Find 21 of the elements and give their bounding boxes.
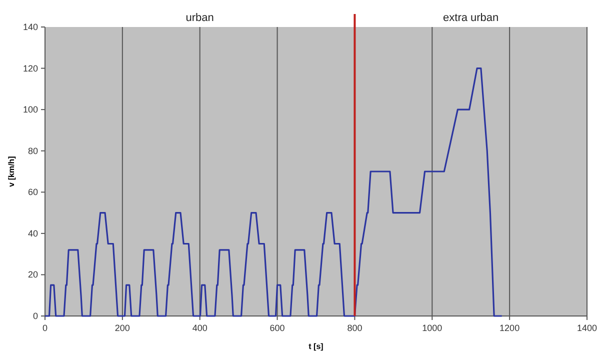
x-axis-title: t [s]: [308, 342, 324, 351]
x-tick-label: 1400: [576, 323, 598, 333]
x-tick-label: 400: [192, 323, 208, 333]
y-tick-label: 60: [28, 187, 38, 198]
y-axis-title: v [km/h]: [7, 156, 16, 187]
y-tick-label: 20: [28, 270, 38, 280]
line-series: [44, 67, 503, 317]
y-tick-label: 0: [32, 311, 38, 321]
text: extra urban: [443, 12, 499, 24]
x-tick-label: 600: [270, 323, 285, 333]
y-tick-label: 40: [28, 228, 38, 238]
x-tick-label: 800: [347, 323, 362, 333]
x-tick-label: 1200: [500, 323, 520, 333]
y-tick-label: 140: [22, 22, 38, 32]
x-tick-label: 0: [42, 323, 48, 333]
y-tick-label: 120: [22, 63, 38, 74]
x-tick-label: 200: [114, 323, 130, 333]
x-tick-label: 1000: [422, 323, 442, 333]
y-tick-label: 80: [28, 146, 38, 156]
y-tick-label: 100: [22, 104, 38, 115]
text: urban: [186, 12, 214, 24]
